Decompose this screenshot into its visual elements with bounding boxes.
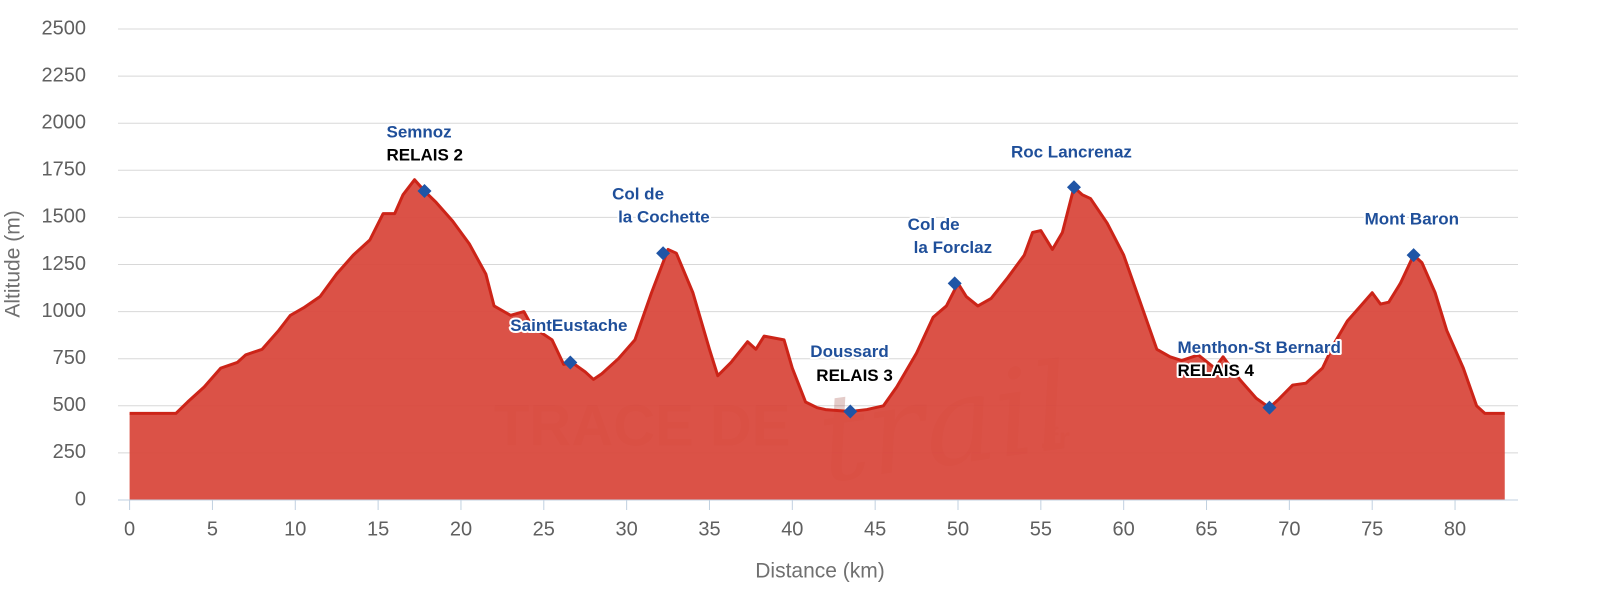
x-tick-label: 45: [864, 518, 886, 540]
y-tick-label: 2500: [42, 17, 87, 39]
waypoint-marker: [563, 355, 578, 370]
y-tick-label: 750: [53, 347, 86, 369]
area-fill: [129, 179, 1505, 500]
waypoint-label: SaintEustache: [510, 316, 627, 335]
x-tick-label: 75: [1361, 518, 1383, 540]
waypoint-label: Col de: [908, 215, 960, 234]
waypoint-marker: [947, 276, 962, 291]
y-tick-label: 1500: [42, 206, 87, 228]
profile-line: [129, 178, 1505, 415]
waypoint-marker: [1262, 400, 1277, 415]
x-tick-label: 25: [533, 518, 555, 540]
waypoint-marker: [843, 404, 858, 419]
relay-label: RELAIS 3: [816, 366, 893, 385]
y-axis-title: Altitude (m): [2, 210, 25, 317]
waypoint-label: Menthon-St Bernard: [1177, 338, 1340, 357]
x-tick-label: 60: [1113, 518, 1135, 540]
waypoint-label: Doussard: [810, 342, 888, 361]
relay-label: RELAIS 2: [387, 146, 464, 165]
waypoint-label: Semnoz: [387, 123, 452, 142]
waypoint-label: Col de: [612, 185, 664, 204]
y-tick-label: 0: [75, 488, 86, 510]
x-tick-label: 5: [207, 518, 218, 540]
x-tick-label: 40: [781, 518, 803, 540]
relay-label: RELAIS 4: [1177, 361, 1254, 380]
waypoint-marker: [1406, 248, 1421, 263]
y-tick-label: 1000: [42, 300, 87, 322]
x-tick-label: 15: [367, 518, 389, 540]
y-tick-label: 1750: [42, 159, 87, 181]
waypoint-marker: [417, 184, 432, 199]
x-tick-label: 20: [450, 518, 472, 540]
waypoint-label: la Forclaz: [914, 238, 992, 257]
y-tick-label: 500: [53, 394, 86, 416]
waypoint-marker: [1066, 180, 1081, 195]
x-tick-label: 0: [124, 518, 135, 540]
y-tick-label: 1250: [42, 253, 87, 275]
x-tick-label: 55: [1030, 518, 1052, 540]
waypoint-label: Mont Baron: [1365, 210, 1459, 229]
x-tick-label: 50: [947, 518, 969, 540]
y-tick-label: 250: [53, 441, 86, 463]
x-tick-label: 35: [698, 518, 720, 540]
x-axis-title: Distance (km): [755, 560, 885, 583]
y-tick-label: 2000: [42, 111, 87, 133]
x-tick-label: 80: [1444, 518, 1466, 540]
x-tick-label: 70: [1278, 518, 1300, 540]
x-tick-label: 65: [1195, 518, 1217, 540]
waypoint-label: Roc Lancrenaz: [1011, 143, 1132, 162]
x-tick-label: 10: [284, 518, 306, 540]
x-tick-label: 30: [616, 518, 638, 540]
waypoint-label: la Cochette: [618, 208, 710, 227]
waypoint-marker: [656, 246, 671, 261]
y-tick-label: 2250: [42, 64, 87, 86]
